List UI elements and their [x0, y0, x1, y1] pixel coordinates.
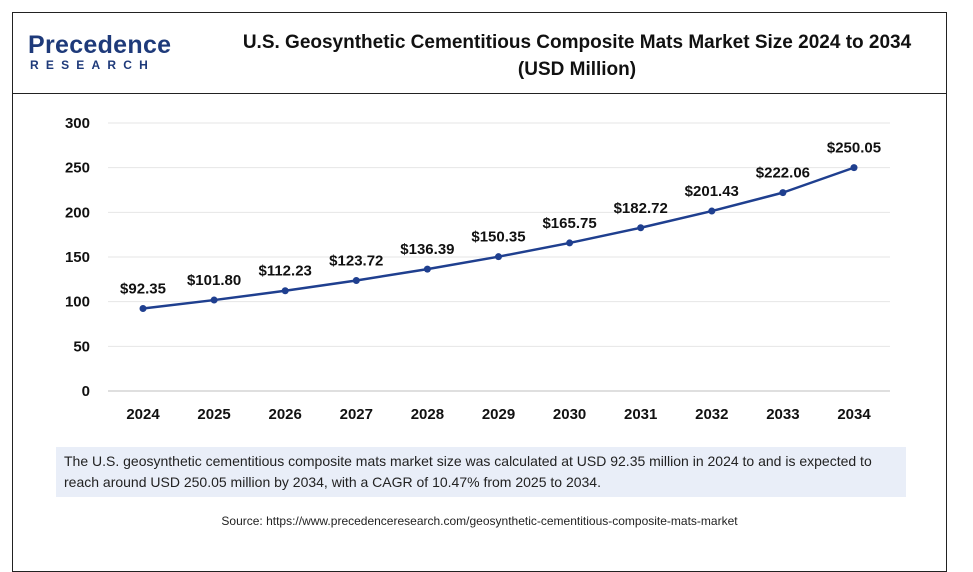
data-label: $222.06 — [756, 165, 810, 182]
data-label: $250.05 — [827, 140, 881, 157]
x-tick-label: 2031 — [624, 406, 657, 423]
data-label: $92.35 — [120, 281, 166, 298]
x-tick-label: 2028 — [411, 406, 444, 423]
data-label: $165.75 — [542, 215, 596, 232]
data-point — [850, 164, 858, 172]
data-label: $136.39 — [400, 241, 454, 258]
data-point — [139, 305, 147, 313]
y-tick-label: 100 — [65, 294, 90, 311]
data-label: $150.35 — [471, 229, 525, 246]
y-tick-label: 0 — [82, 383, 90, 400]
x-tick-label: 2032 — [695, 406, 728, 423]
brand-logo: Precedence RESEARCH — [28, 32, 178, 82]
data-label: $182.72 — [614, 200, 668, 217]
y-tick-label: 150 — [65, 249, 90, 266]
data-point — [423, 265, 431, 273]
chart-title-line1: U.S. Geosynthetic Cementitious Composite… — [242, 32, 912, 53]
y-tick-label: 200 — [65, 204, 90, 221]
data-point — [779, 189, 787, 197]
x-tick-label: 2034 — [837, 406, 871, 423]
data-point — [637, 224, 645, 232]
data-point — [210, 296, 218, 304]
y-tick-label: 50 — [73, 338, 90, 355]
data-point — [495, 253, 502, 261]
x-tick-label: 2024 — [126, 406, 160, 423]
data-point — [352, 276, 360, 284]
header: Precedence RESEARCH U.S. Geosynthetic Ce… — [12, 12, 947, 94]
x-tick-label: 2026 — [269, 406, 302, 423]
line-chart: 0 50 100 150 200 250 300 2024 2025 2026 2027 2028 20… — [65, 115, 890, 423]
data-point — [281, 287, 289, 295]
logo-subtitle: RESEARCH — [30, 58, 155, 72]
x-tick-label: 2027 — [340, 406, 373, 423]
x-tick-label: 2025 — [197, 406, 230, 423]
summary-note: The U.S. geosynthetic cementitious compo… — [56, 447, 906, 497]
x-tick-label: 2033 — [766, 406, 799, 423]
data-point — [708, 207, 716, 215]
x-tick-label: 2029 — [482, 406, 515, 423]
chart-title-line2: (USD Million) — [517, 59, 637, 80]
data-label: $101.80 — [187, 272, 241, 289]
data-label: $201.43 — [685, 183, 739, 200]
y-tick-label: 250 — [65, 160, 90, 177]
data-point — [566, 239, 574, 247]
chart-title: U.S. Geosynthetic Cementitious Composite… — [217, 29, 937, 83]
x-tick-label: 2030 — [553, 406, 586, 423]
data-label: $123.72 — [329, 252, 383, 269]
logo-wordmark: Precedence — [28, 31, 172, 59]
data-label: $112.23 — [258, 263, 311, 280]
y-tick-label: 300 — [65, 115, 90, 132]
source-citation: Source: https://www.precedenceresearch.c… — [221, 514, 738, 528]
